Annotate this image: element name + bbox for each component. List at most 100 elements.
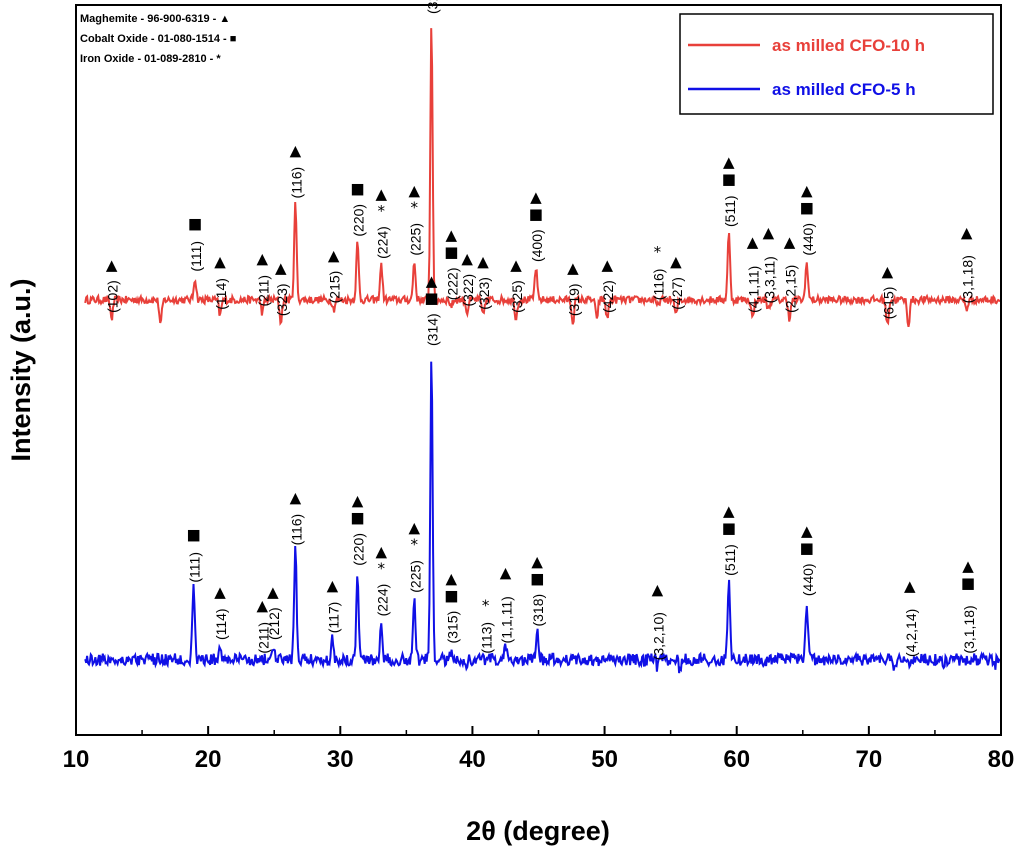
maghemite-marker: ▲ <box>409 182 421 200</box>
peak-label: (211) <box>255 275 271 307</box>
peak-label: (615) <box>880 287 896 320</box>
peak-label: (225) <box>407 223 423 256</box>
reference-iron-oxide: Iron Oxide - 01-089-2810 - * <box>80 53 221 65</box>
maghemite-marker: ▲ <box>446 226 458 244</box>
maghemite-marker: ▲ <box>267 583 279 601</box>
maghemite-marker: ▲ <box>446 569 458 587</box>
peak-label: (3,2,10) <box>650 612 666 660</box>
maghemite-marker: ▲ <box>723 502 735 520</box>
x-tick-label: 40 <box>459 746 486 773</box>
maghemite-marker: ▲ <box>352 492 364 510</box>
maghemite-marker: ▲ <box>531 553 543 571</box>
iron-oxide-marker: * <box>482 597 490 615</box>
peak-label: (322) <box>460 274 476 307</box>
maghemite-marker: ▲ <box>327 576 339 594</box>
maghemite-marker: ▲ <box>530 188 542 206</box>
peak-label: (116) <box>288 167 304 199</box>
maghemite-marker: ▲ <box>500 564 512 582</box>
peak-label: (114) <box>213 278 229 310</box>
peak-label: (440) <box>800 563 816 596</box>
peak-label: (116) <box>650 269 666 301</box>
maghemite-marker: ▲ <box>882 262 894 280</box>
peak-label: (215) <box>327 271 343 304</box>
maghemite-marker: ▲ <box>375 542 387 560</box>
maghemite-marker: ▲ <box>670 253 682 271</box>
x-tick-label: 20 <box>195 746 222 773</box>
peak-label: (111) <box>188 241 204 272</box>
maghemite-marker: ▲ <box>904 577 916 595</box>
peak-label: (113) <box>479 622 495 654</box>
cobalt-oxide-marker: ■ <box>529 205 543 223</box>
maghemite-marker: ▲ <box>961 224 973 242</box>
trace-cfo-5h <box>84 361 1001 674</box>
peak-label: (511) <box>722 544 738 576</box>
maghemite-marker: ▲ <box>257 250 269 268</box>
peak-annotations: (102)▲ (111)■(114)▲(211)▲(323)▲(116)▲(215… <box>105 0 977 660</box>
cobalt-oxide-marker: ■ <box>350 180 364 198</box>
maghemite-marker: ▲ <box>747 233 759 251</box>
peak-label: (325) <box>509 280 525 313</box>
legend: as milled CFO-10 h as milled CFO-5 h <box>679 13 994 115</box>
maghemite-marker: ▲ <box>106 256 118 274</box>
x-tick-label: 30 <box>327 746 354 773</box>
maghemite-marker: ▲ <box>763 224 775 242</box>
iron-oxide-marker: * <box>378 202 386 220</box>
maghemite-marker: ▲ <box>257 597 269 615</box>
cobalt-oxide-marker: ■ <box>530 570 544 588</box>
maghemite-marker: ▲ <box>477 253 489 271</box>
peak-label: (224) <box>374 584 390 617</box>
x-tick-label: 70 <box>856 746 883 773</box>
peak-label: (1,1,11) <box>498 596 514 643</box>
peak-label: (222) <box>444 268 460 301</box>
peak-label: (427) <box>669 277 685 310</box>
peak-label: (318) <box>530 594 546 627</box>
maghemite-marker: ▲ <box>409 519 421 537</box>
peak-label: (3,1,18) <box>961 605 977 653</box>
reference-list: Maghemite - 96-900-6319 - ▲ Cobalt Oxide… <box>80 13 236 65</box>
cobalt-oxide-marker: ■ <box>800 199 814 217</box>
cobalt-oxide-marker: ■ <box>444 586 458 604</box>
cobalt-oxide-marker: ■ <box>722 170 736 188</box>
cobalt-oxide-marker: ■ <box>722 519 736 537</box>
maghemite-marker: ▲ <box>801 522 813 540</box>
legend-box <box>679 13 994 115</box>
cobalt-oxide-marker: ■ <box>187 526 201 544</box>
peak-label: (314) <box>424 313 440 346</box>
cobalt-oxide-marker: ■ <box>961 574 975 592</box>
maghemite-marker: ▲ <box>510 256 522 274</box>
maghemite-marker: ▲ <box>426 272 438 290</box>
peak-label: (440) <box>800 223 816 256</box>
trace-cfo-10h <box>84 28 1001 327</box>
reference-cobalt-oxide: Cobalt Oxide - 01-080-1514 - ■ <box>80 33 236 45</box>
peak-label: (2,2,15) <box>783 265 799 313</box>
peak-label: (224) <box>374 226 390 259</box>
maghemite-marker: ▲ <box>290 141 302 159</box>
x-tick-label: 80 <box>988 746 1015 773</box>
peak-label: (220) <box>350 204 366 237</box>
peak-label: (3,3,11) <box>761 256 777 303</box>
maghemite-marker: ▲ <box>962 557 974 575</box>
maghemite-marker: ▲ <box>801 182 813 200</box>
peak-label: (4,1,11) <box>746 266 762 313</box>
iron-oxide-marker: * <box>378 559 386 577</box>
x-tick-label: 60 <box>723 746 750 773</box>
peak-label: (117) <box>325 602 341 634</box>
peak-label: (220) <box>350 533 366 566</box>
cobalt-oxide-marker: ■ <box>444 243 458 261</box>
maghemite-marker: ▲ <box>275 259 287 277</box>
maghemite-marker: ▲ <box>290 488 302 506</box>
peak-label: (323) <box>476 277 492 310</box>
reference-maghemite: Maghemite - 96-900-6319 - ▲ <box>80 13 230 25</box>
y-axis-title: Intensity (a.u.) <box>6 278 36 461</box>
maghemite-marker: ▲ <box>461 250 473 268</box>
maghemite-marker: ▲ <box>652 581 664 599</box>
x-tick-label: 50 <box>591 746 618 773</box>
maghemite-marker: ▲ <box>784 233 796 251</box>
peak-label: (225) <box>407 560 423 593</box>
peak-label: (111) <box>187 552 203 583</box>
cobalt-oxide-marker: ■ <box>800 539 814 557</box>
maghemite-marker: ▲ <box>214 253 226 271</box>
x-tick-label: 10 <box>63 746 90 773</box>
peak-label: (114) <box>213 608 229 640</box>
iron-oxide-marker: * <box>411 536 419 554</box>
